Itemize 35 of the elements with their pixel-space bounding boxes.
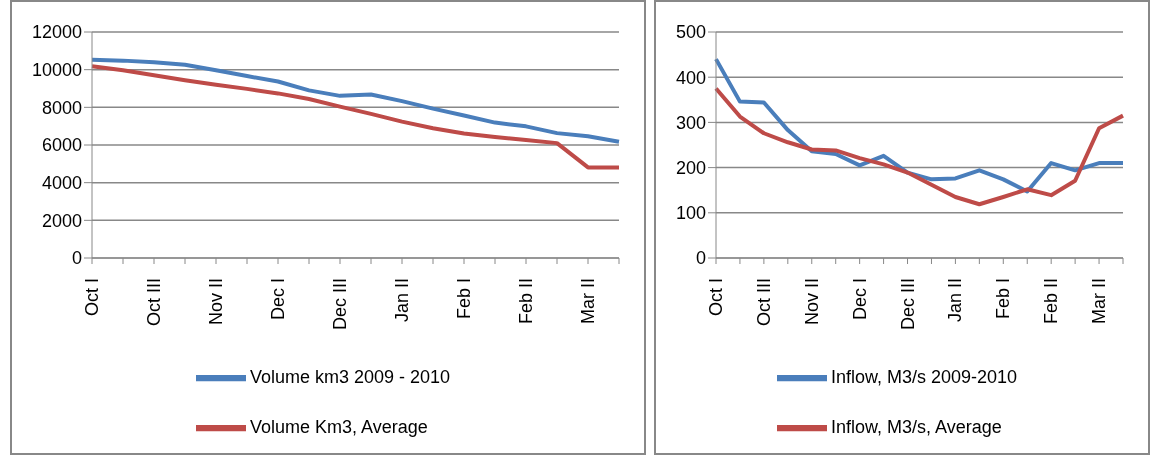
y-tick-label: 2000 (41, 210, 82, 231)
x-tick-label: Jan II (392, 278, 412, 323)
y-tick-label: 300 (675, 112, 706, 133)
y-tick-label: 4000 (41, 173, 82, 194)
x-tick-label: Dec I (849, 278, 870, 321)
legend-label: Inflow, M3/s, Average (830, 416, 1002, 437)
x-tick-label: Oct I (706, 278, 726, 317)
x-tick-label: Mar II (578, 278, 598, 325)
x-tick-label: Oct III (753, 278, 774, 327)
y-tick-label: 6000 (41, 135, 82, 156)
x-tick-label: Dec I (268, 278, 288, 321)
legend-label: Volume Km3, Average (249, 416, 428, 437)
x-tick-label: Mar II (1089, 278, 1110, 325)
y-tick-label: 0 (71, 248, 82, 269)
x-tick-label: Nov II (206, 278, 226, 326)
x-tick-label: Jan II (945, 278, 966, 323)
y-tick-label: 100 (675, 203, 706, 224)
y-tick-label: 8000 (41, 97, 82, 118)
x-tick-label: Feb II (1041, 278, 1062, 325)
legend-label: Volume km3 2009 - 2010 (249, 366, 451, 387)
legend-label: Inflow, M3/s 2009-2010 (830, 366, 1018, 387)
y-tick-label: 400 (675, 67, 706, 88)
x-tick-label: Oct III (144, 278, 164, 327)
y-tick-label: 0 (695, 248, 706, 269)
x-tick-label: Dec III (330, 278, 350, 331)
x-tick-label: Feb I (454, 278, 474, 320)
x-tick-label: Feb II (516, 278, 536, 325)
x-tick-label: Nov II (801, 278, 822, 326)
x-tick-label: Dec III (897, 278, 918, 331)
y-tick-label: 500 (675, 22, 706, 43)
y-tick-label: 200 (675, 157, 706, 178)
x-tick-label: Feb I (993, 278, 1014, 320)
y-tick-label: 10000 (31, 60, 82, 81)
y-tick-label: 12000 (31, 22, 82, 43)
x-tick-label: Oct I (82, 278, 102, 317)
